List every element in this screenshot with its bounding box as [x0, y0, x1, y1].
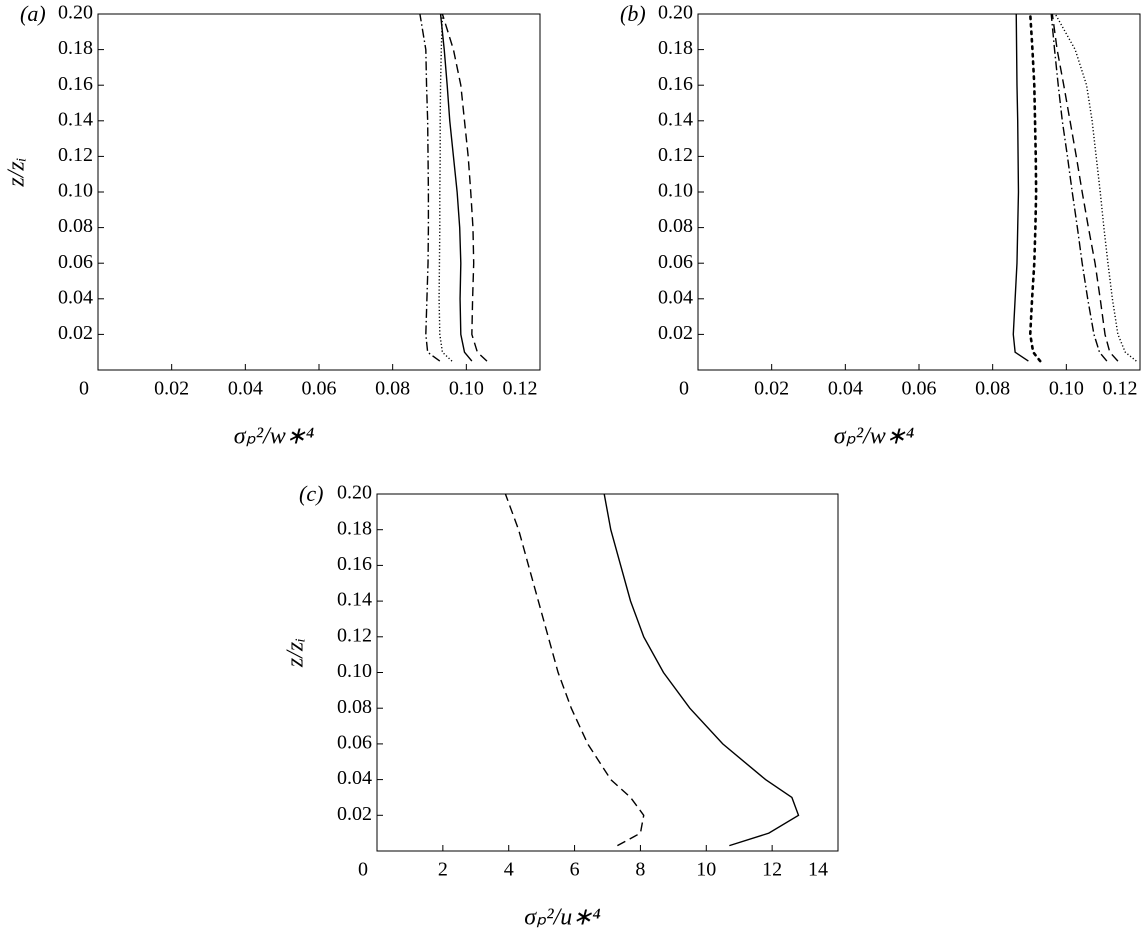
- profile-line: [438, 13, 453, 362]
- x-tick-label: 10: [696, 859, 716, 881]
- x-tick-label: 0: [358, 859, 368, 881]
- y-tick-label: 0.16: [337, 553, 372, 575]
- plot-frame: [697, 13, 1141, 371]
- y-tick-label: 0.10: [58, 180, 93, 202]
- x-tick-label: 0.02: [154, 378, 189, 400]
- y-axis-label: z/zᵢ: [283, 638, 309, 668]
- y-tick-label: 0.02: [58, 322, 93, 344]
- x-tick-label: 2: [438, 859, 448, 881]
- panel-label: (c): [299, 481, 323, 506]
- y-tick-label: 0.08: [658, 215, 693, 237]
- y-tick-label: 0.14: [58, 108, 93, 130]
- x-tick-label: 0.12: [1103, 378, 1138, 400]
- profile-line: [1051, 13, 1119, 362]
- x-tick-label: 0.10: [1049, 378, 1084, 400]
- y-tick-label: 0.18: [658, 37, 693, 59]
- y-tick-label: 0.12: [658, 144, 693, 166]
- profile-line: [441, 13, 488, 362]
- y-tick-label: 0.06: [337, 731, 372, 753]
- x-tick-label: 0.04: [828, 378, 863, 400]
- y-tick-label: 0.20: [337, 482, 372, 504]
- profile-line: [603, 493, 800, 847]
- x-tick-label: 0.06: [302, 378, 337, 400]
- profile-line: [1054, 13, 1137, 362]
- x-tick-label: 0.06: [902, 378, 937, 400]
- x-tick-label: 0.10: [449, 378, 484, 400]
- y-tick-label: 0.06: [58, 251, 93, 273]
- profile-line: [419, 13, 441, 362]
- y-tick-label: 0.20: [658, 2, 693, 24]
- profile-line: [1028, 12, 1042, 363]
- x-tick-label: 0: [679, 378, 689, 400]
- y-tick-label: 0.14: [658, 108, 693, 130]
- y-tick-label: 0.08: [337, 696, 372, 718]
- x-tick-label: 0: [79, 378, 89, 400]
- profile-line: [439, 13, 473, 362]
- y-tick-label: 0.18: [337, 517, 372, 539]
- y-tick-label: 0.12: [58, 144, 93, 166]
- x-tick-label: 0.08: [975, 378, 1010, 400]
- y-tick-label: 0.10: [658, 180, 693, 202]
- y-tick-label: 0.02: [658, 322, 693, 344]
- panel-label: (b): [620, 1, 646, 26]
- x-axis-label: σₚ²/w∗⁴: [834, 424, 914, 450]
- y-axis-label: z/zᵢ: [4, 157, 30, 187]
- y-tick-label: 0.10: [337, 660, 372, 682]
- y-tick-label: 0.06: [658, 251, 693, 273]
- x-tick-label: 0.02: [754, 378, 789, 400]
- x-tick-label: 12: [762, 859, 782, 881]
- x-tick-label: 8: [635, 859, 645, 881]
- y-tick-label: 0.12: [337, 624, 372, 646]
- y-tick-label: 0.04: [58, 286, 93, 308]
- x-tick-label: 14: [808, 859, 828, 881]
- y-tick-label: 0.16: [658, 73, 693, 95]
- panel-label: (a): [20, 1, 46, 26]
- x-axis-label: σₚ²/w∗⁴: [234, 424, 314, 450]
- profile-line: [1012, 13, 1029, 362]
- profile-line: [504, 493, 645, 847]
- x-tick-label: 6: [570, 859, 580, 881]
- y-tick-label: 0.02: [337, 803, 372, 825]
- y-tick-label: 0.16: [58, 73, 93, 95]
- y-tick-label: 0.04: [337, 767, 372, 789]
- y-tick-label: 0.04: [658, 286, 693, 308]
- y-tick-label: 0.20: [58, 2, 93, 24]
- x-axis-label: σₚ²/u∗⁴: [524, 905, 600, 931]
- x-tick-label: 4: [504, 859, 514, 881]
- x-tick-label: 0.12: [503, 378, 538, 400]
- plot-frame: [376, 493, 839, 852]
- y-tick-label: 0.08: [58, 215, 93, 237]
- y-tick-label: 0.14: [337, 589, 372, 611]
- x-tick-label: 0.08: [375, 378, 410, 400]
- profile-line: [1050, 13, 1108, 362]
- y-tick-label: 0.18: [58, 37, 93, 59]
- plot-frame: [97, 13, 541, 371]
- x-tick-label: 0.04: [228, 378, 263, 400]
